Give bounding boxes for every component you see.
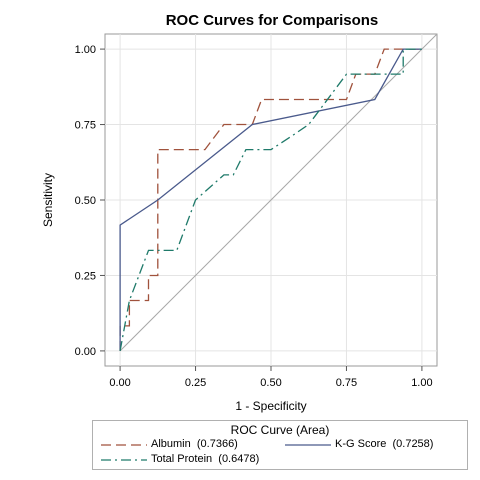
series-line-k-g-score (119, 48, 422, 351)
legend-label-albumin: Albumin (0.7366) (151, 438, 238, 450)
legend-label-total-protein: Total Protein (0.6478) (151, 453, 260, 465)
y-tick-label: 1.00 (75, 44, 96, 56)
y-tick-label: 0.25 (75, 270, 96, 282)
x-tick-label: 0.25 (185, 377, 206, 389)
reference-line (119, 33, 438, 352)
x-tick-label: 0.50 (260, 377, 281, 389)
axes: 0.00 0.25 0.50 0.75 1.00 0.00 0.25 0.50 0.75 1.00 (75, 44, 433, 389)
legend-item-albumin: Albumin (0.7366) (99, 438, 269, 452)
legend-item-total-protein: Total Protein (0.6478) (99, 453, 299, 467)
chart-title: ROC Curves for Comparisons (166, 12, 379, 29)
y-axis-label: Sensitivity (41, 173, 55, 227)
legend-title: ROC Curve (Area) (230, 423, 330, 437)
x-tick-label: 1.00 (411, 377, 432, 389)
kg-score-line-swatch (285, 444, 331, 446)
x-tick-label: 0.00 (109, 377, 130, 389)
albumin-line-swatch (101, 444, 147, 446)
x-axis-label: 1 - Specificity (235, 399, 306, 413)
series-line-total-protein (119, 48, 422, 352)
y-tick-label: 0.00 (75, 346, 96, 358)
legend-label-kg-score: K-G Score (0.7258) (335, 438, 434, 450)
y-tick-label: 0.50 (75, 195, 96, 207)
legend: ROC Curve (Area) Albumin (0.7366) K-G Sc… (92, 420, 468, 470)
total-protein-line-swatch (101, 459, 147, 461)
x-tick-label: 0.75 (336, 377, 357, 389)
reference-diagonal (119, 33, 438, 352)
legend-item-kg-score: K-G Score (0.7258) (283, 438, 463, 452)
series-group (119, 48, 422, 352)
series-line-albumin (119, 48, 422, 351)
y-tick-label: 0.75 (75, 120, 96, 132)
